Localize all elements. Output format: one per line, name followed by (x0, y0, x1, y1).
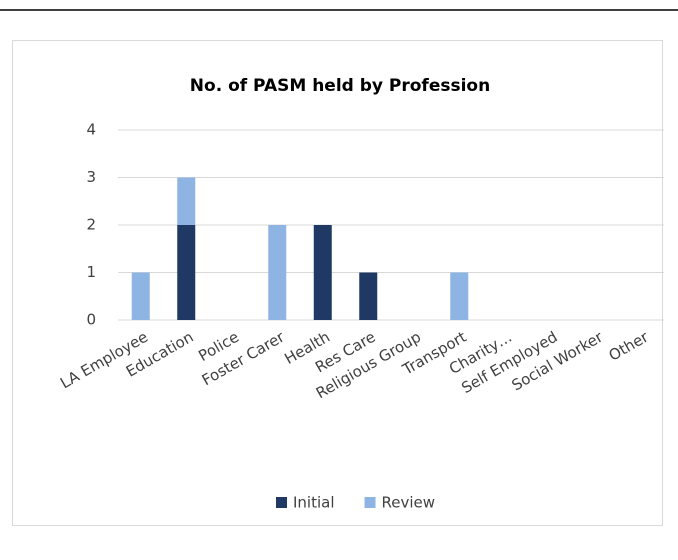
bar (313, 225, 332, 320)
legend-label: Review (382, 494, 436, 512)
chart-title: No. of PASM held by Profession (190, 76, 490, 96)
y-tick-label: 0 (86, 311, 96, 329)
bar (450, 272, 469, 320)
legend-label: Initial (293, 494, 335, 512)
legend-swatch (276, 497, 287, 508)
y-tick-label: 4 (86, 121, 96, 139)
y-tick-label: 2 (86, 216, 96, 234)
y-tick-label: 1 (86, 263, 96, 281)
chart-frame (12, 40, 663, 526)
legend-swatch (364, 497, 376, 508)
bar (131, 272, 150, 320)
bar (177, 225, 196, 320)
bar (359, 272, 378, 320)
y-tick-label: 3 (86, 168, 96, 186)
bar (177, 177, 196, 225)
bar (268, 225, 287, 320)
